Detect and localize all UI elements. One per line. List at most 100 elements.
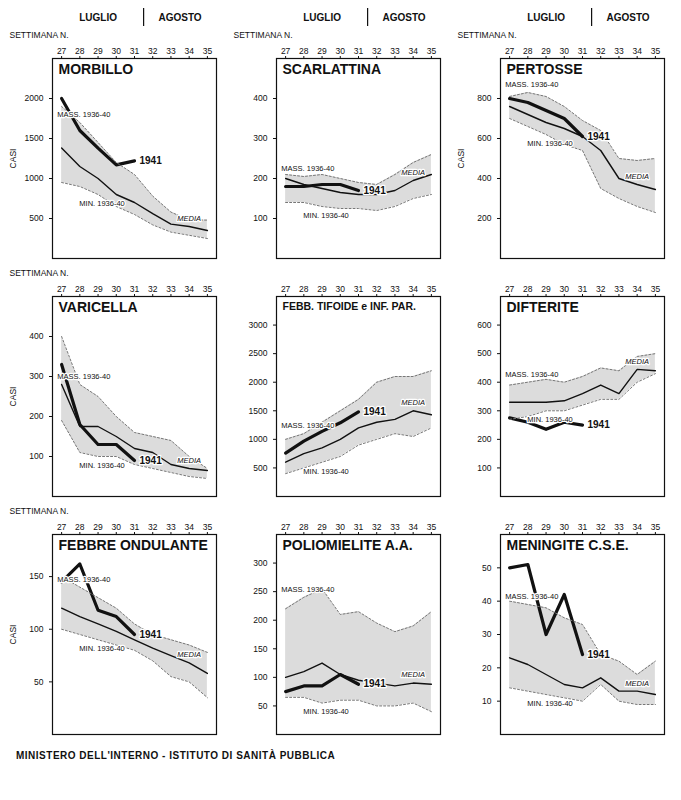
svg-text:33: 33	[614, 284, 624, 294]
svg-text:35: 35	[203, 522, 213, 532]
svg-text:MASS. 1936-40: MASS. 1936-40	[57, 575, 110, 584]
svg-text:29: 29	[93, 284, 103, 294]
svg-text:1941: 1941	[364, 185, 387, 196]
svg-text:35: 35	[427, 284, 437, 294]
svg-text:30: 30	[112, 284, 122, 294]
svg-text:400: 400	[253, 93, 267, 103]
svg-text:34: 34	[408, 284, 418, 294]
svg-text:33: 33	[390, 46, 400, 56]
svg-text:DIFTERITE: DIFTERITE	[507, 299, 579, 315]
svg-text:35: 35	[203, 46, 213, 56]
svg-text:MENINGITE C.S.E.: MENINGITE C.S.E.	[507, 537, 629, 553]
svg-text:32: 32	[596, 522, 606, 532]
svg-text:SCARLATTINA: SCARLATTINA	[283, 61, 382, 77]
svg-text:30: 30	[336, 284, 346, 294]
svg-text:30: 30	[112, 522, 122, 532]
svg-text:500: 500	[477, 348, 491, 358]
svg-text:MEDIA: MEDIA	[625, 679, 649, 688]
svg-text:600: 600	[477, 320, 491, 330]
svg-text:LUGLIO: LUGLIO	[527, 12, 565, 23]
svg-text:CASI: CASI	[456, 149, 466, 169]
svg-text:33: 33	[166, 284, 176, 294]
svg-text:LUGLIO: LUGLIO	[303, 12, 341, 23]
svg-text:MIN. 1936-40: MIN. 1936-40	[303, 707, 348, 716]
svg-text:100: 100	[29, 451, 43, 461]
svg-text:400: 400	[29, 331, 43, 341]
svg-text:3000: 3000	[249, 320, 268, 330]
svg-text:1941: 1941	[588, 649, 611, 660]
svg-text:AGOSTO: AGOSTO	[606, 12, 649, 23]
svg-text:MEDIA: MEDIA	[401, 398, 425, 407]
svg-text:28: 28	[523, 284, 533, 294]
svg-text:2000: 2000	[249, 377, 268, 387]
svg-text:27: 27	[505, 46, 515, 56]
svg-text:31: 31	[130, 284, 140, 294]
svg-text:MIN. 1936-40: MIN. 1936-40	[79, 644, 124, 653]
svg-text:500: 500	[253, 463, 267, 473]
svg-text:200: 200	[253, 173, 267, 183]
svg-text:200: 200	[477, 213, 491, 223]
svg-text:MASS. 1936-40: MASS. 1936-40	[57, 110, 110, 119]
svg-text:MASS. 1936-40: MASS. 1936-40	[505, 592, 558, 601]
svg-text:29: 29	[317, 284, 327, 294]
svg-text:MIN. 1936-40: MIN. 1936-40	[527, 699, 572, 708]
svg-text:150: 150	[253, 644, 267, 654]
svg-text:MASS. 1936-40: MASS. 1936-40	[281, 164, 334, 173]
svg-text:32: 32	[148, 522, 158, 532]
svg-text:2000: 2000	[25, 93, 44, 103]
svg-text:32: 32	[596, 46, 606, 56]
svg-text:100: 100	[477, 463, 491, 473]
svg-text:MEDIA: MEDIA	[177, 650, 201, 659]
svg-text:35: 35	[427, 46, 437, 56]
svg-text:30: 30	[560, 46, 570, 56]
svg-text:100: 100	[253, 213, 267, 223]
svg-text:1941: 1941	[364, 406, 387, 417]
svg-text:35: 35	[203, 284, 213, 294]
svg-text:30: 30	[560, 522, 570, 532]
svg-text:29: 29	[541, 522, 551, 532]
svg-text:MIN. 1936-40: MIN. 1936-40	[303, 211, 348, 220]
svg-text:34: 34	[408, 46, 418, 56]
svg-text:32: 32	[596, 284, 606, 294]
svg-text:SETTIMANA N.: SETTIMANA N.	[458, 30, 517, 40]
svg-text:28: 28	[299, 284, 309, 294]
svg-text:1000: 1000	[25, 173, 44, 183]
svg-text:250: 250	[253, 586, 267, 596]
svg-text:FEBB. TIFOIDE e INF. PAR.: FEBB. TIFOIDE e INF. PAR.	[283, 300, 416, 312]
svg-text:200: 200	[29, 411, 43, 421]
svg-text:31: 31	[354, 46, 364, 56]
svg-text:50: 50	[34, 677, 44, 687]
svg-text:34: 34	[632, 522, 642, 532]
svg-text:AGOSTO: AGOSTO	[158, 12, 201, 23]
svg-text:1941: 1941	[588, 419, 611, 430]
svg-text:31: 31	[578, 522, 588, 532]
svg-text:29: 29	[317, 522, 327, 532]
svg-text:35: 35	[651, 522, 661, 532]
svg-text:34: 34	[408, 522, 418, 532]
svg-text:CASI: CASI	[8, 625, 18, 645]
svg-text:MEDIA: MEDIA	[177, 214, 201, 223]
svg-text:10: 10	[482, 696, 492, 706]
svg-text:300: 300	[477, 406, 491, 416]
svg-text:31: 31	[354, 522, 364, 532]
svg-text:40: 40	[482, 596, 492, 606]
svg-text:MASS. 1936-40: MASS. 1936-40	[505, 80, 558, 89]
svg-text:34: 34	[184, 522, 194, 532]
svg-text:MORBILLO: MORBILLO	[59, 61, 134, 77]
svg-text:32: 32	[148, 284, 158, 294]
svg-text:1500: 1500	[25, 133, 44, 143]
svg-text:MEDIA: MEDIA	[177, 456, 201, 465]
svg-text:LUGLIO: LUGLIO	[79, 12, 117, 23]
svg-text:1941: 1941	[364, 678, 387, 689]
svg-text:29: 29	[317, 46, 327, 56]
svg-text:PERTOSSE: PERTOSSE	[507, 61, 583, 77]
svg-text:POLIOMIELITE A.A.: POLIOMIELITE A.A.	[283, 537, 413, 553]
svg-text:27: 27	[57, 522, 67, 532]
svg-text:32: 32	[372, 284, 382, 294]
svg-text:400: 400	[477, 173, 491, 183]
svg-text:MASS. 1936-40: MASS. 1936-40	[281, 421, 334, 430]
svg-text:27: 27	[281, 284, 291, 294]
svg-text:32: 32	[148, 46, 158, 56]
svg-text:34: 34	[632, 284, 642, 294]
svg-text:100: 100	[253, 672, 267, 682]
